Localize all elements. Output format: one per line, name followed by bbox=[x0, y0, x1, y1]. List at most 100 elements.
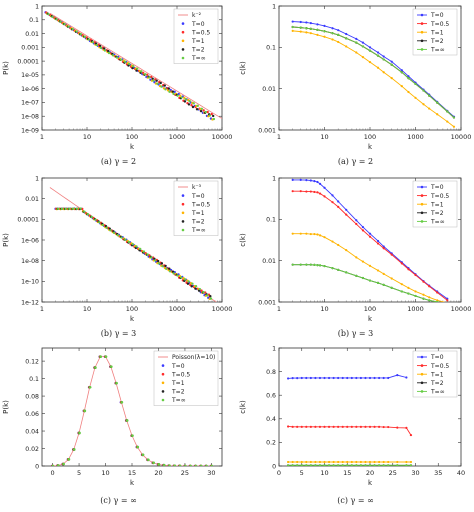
data-point bbox=[318, 464, 322, 466]
data-point bbox=[291, 425, 294, 428]
legend-label: T=1 bbox=[191, 38, 205, 45]
y-tick-label: 0.001 bbox=[258, 299, 276, 306]
legend-marker bbox=[420, 220, 424, 223]
data-point bbox=[147, 458, 150, 462]
data-point bbox=[327, 464, 331, 466]
y-tick-label: 0.1 bbox=[29, 376, 39, 383]
x-tick-label: 0 bbox=[277, 469, 281, 477]
legend-marker bbox=[181, 22, 185, 25]
data-point bbox=[376, 54, 380, 57]
x-tick-label: 1000 bbox=[407, 133, 424, 141]
data-point bbox=[390, 277, 393, 280]
data-point bbox=[313, 190, 316, 194]
data-point bbox=[446, 297, 449, 300]
data-point bbox=[206, 294, 209, 297]
y-tick-label: 0.01 bbox=[262, 258, 276, 265]
data-point bbox=[390, 77, 393, 80]
data-point bbox=[364, 376, 367, 380]
y-axis-label: P(k) bbox=[2, 233, 10, 247]
data-point bbox=[323, 264, 326, 268]
legend-marker bbox=[181, 56, 185, 60]
y-tick-label: 0.1 bbox=[266, 45, 276, 52]
data-point bbox=[446, 110, 449, 113]
data-point bbox=[359, 460, 362, 464]
data-point bbox=[313, 180, 316, 183]
data-point bbox=[165, 267, 168, 271]
data-point bbox=[378, 464, 381, 466]
data-point bbox=[206, 110, 209, 114]
x-tick-label: 0 bbox=[51, 469, 55, 477]
data-point bbox=[210, 464, 214, 466]
data-point bbox=[299, 20, 302, 24]
data-point bbox=[368, 460, 372, 464]
data-point bbox=[359, 376, 362, 380]
data-point bbox=[318, 182, 322, 185]
data-point bbox=[337, 268, 340, 271]
data-point bbox=[103, 49, 107, 52]
x-tick-label: 1 bbox=[40, 305, 44, 313]
y-tick-label: 1e-09 bbox=[21, 127, 39, 134]
data-point bbox=[313, 232, 316, 236]
x-tick-label: 10 bbox=[83, 133, 91, 141]
data-point bbox=[178, 464, 182, 466]
x-tick-label: 1000 bbox=[407, 305, 424, 313]
data-point bbox=[407, 90, 410, 94]
data-point bbox=[131, 434, 134, 437]
data-point bbox=[195, 108, 199, 111]
data-point bbox=[378, 376, 381, 380]
legend-marker bbox=[420, 48, 424, 51]
data-point bbox=[355, 460, 358, 464]
data-point bbox=[291, 178, 294, 181]
data-point bbox=[145, 73, 149, 77]
data-point bbox=[309, 464, 312, 466]
data-point bbox=[291, 20, 294, 23]
data-point bbox=[452, 116, 456, 119]
data-point bbox=[316, 233, 319, 236]
legend-label: T=0 bbox=[430, 184, 444, 191]
data-point bbox=[341, 376, 344, 380]
x-tick-label: 15 bbox=[128, 469, 136, 477]
data-point bbox=[187, 103, 191, 106]
legend-box bbox=[173, 8, 219, 64]
data-point bbox=[168, 267, 171, 270]
data-point bbox=[152, 461, 155, 465]
data-point bbox=[204, 110, 208, 114]
data-point bbox=[337, 464, 340, 466]
data-point bbox=[364, 425, 367, 428]
data-point bbox=[194, 464, 198, 466]
data-point bbox=[164, 264, 167, 268]
data-point bbox=[94, 218, 97, 221]
data-point bbox=[309, 32, 312, 35]
data-point bbox=[309, 460, 312, 464]
data-point bbox=[376, 239, 380, 243]
data-point bbox=[313, 263, 316, 266]
data-point bbox=[91, 41, 95, 44]
data-point bbox=[368, 232, 372, 235]
y-tick-label: 0.08 bbox=[25, 393, 39, 400]
legend-label: T=∞ bbox=[430, 219, 445, 226]
data-point bbox=[327, 425, 331, 428]
y-tick-label: 0.6 bbox=[266, 393, 276, 400]
data-point bbox=[120, 236, 123, 239]
data-point bbox=[62, 462, 65, 466]
data-point bbox=[71, 207, 75, 210]
data-point bbox=[428, 299, 431, 302]
data-point bbox=[368, 235, 372, 238]
data-point bbox=[355, 256, 358, 259]
data-point bbox=[345, 208, 348, 211]
legend-marker bbox=[420, 372, 424, 376]
legend-marker bbox=[420, 30, 424, 34]
data-point bbox=[323, 35, 326, 38]
data-point bbox=[186, 282, 190, 285]
legend-marker bbox=[420, 381, 424, 385]
data-point bbox=[341, 460, 344, 464]
y-tick-label: 0.04 bbox=[25, 428, 39, 435]
data-point bbox=[382, 376, 385, 380]
legend-marker bbox=[181, 228, 185, 232]
legend-label: T=0 bbox=[171, 363, 185, 370]
data-point bbox=[400, 71, 403, 74]
chart-b-degree-distribution: 1 10 100 1000 10000 1 0.01 0.0001 1e-06 1e-08 1e-1… bbox=[2, 175, 232, 323]
data-point bbox=[191, 282, 194, 285]
data-point bbox=[57, 207, 60, 211]
data-point bbox=[209, 294, 212, 298]
